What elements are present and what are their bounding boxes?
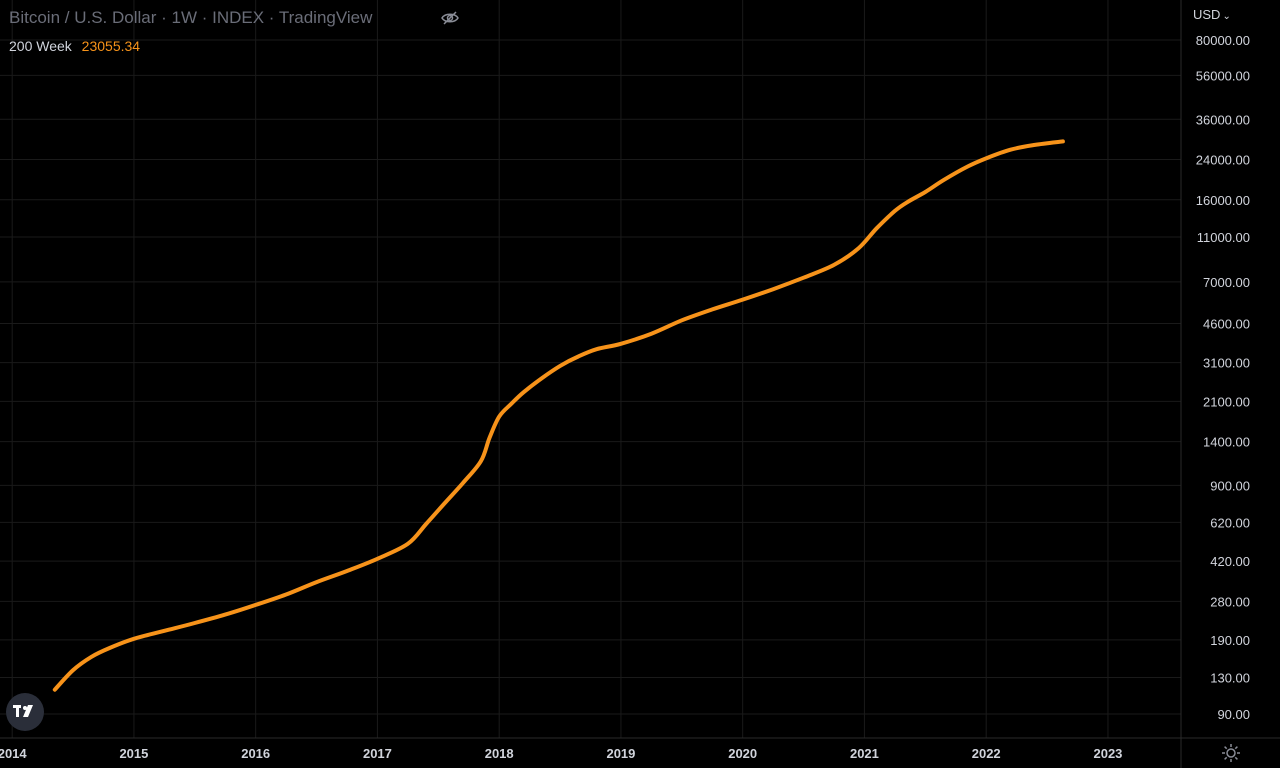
currency-selector[interactable]: USD ⌄ bbox=[1193, 7, 1231, 22]
chevron-down-icon: ⌄ bbox=[1222, 11, 1231, 22]
tradingview-logo-icon[interactable] bbox=[6, 693, 44, 731]
indicator-legend: 200 Week 23055.34 bbox=[9, 38, 140, 54]
y-tick-label: 16000.00 bbox=[1196, 193, 1250, 208]
y-tick-label: 900.00 bbox=[1210, 478, 1250, 493]
y-tick-label: 80000.00 bbox=[1196, 33, 1250, 48]
x-tick-label: 2023 bbox=[1093, 746, 1122, 761]
y-tick-label: 620.00 bbox=[1210, 515, 1250, 530]
eye-off-icon[interactable] bbox=[440, 8, 460, 28]
legend-name: 200 Week bbox=[9, 38, 72, 54]
currency-label: USD bbox=[1193, 7, 1221, 22]
chart-title: Bitcoin / U.S. Dollar · 1W · INDEX · Tra… bbox=[9, 8, 373, 27]
series-line-200-week bbox=[52, 139, 1065, 692]
x-tick-label: 2017 bbox=[363, 746, 392, 761]
legend-value: 23055.34 bbox=[81, 38, 141, 54]
y-tick-label: 24000.00 bbox=[1196, 153, 1250, 168]
x-tick-label: 2018 bbox=[485, 746, 514, 761]
y-tick-label: 190.00 bbox=[1210, 633, 1250, 648]
x-axis-ticks: 2014 2015 2016 2017 2018 2019 2020 2021 2022 2023 bbox=[0, 746, 1122, 761]
x-tick-label: 2016 bbox=[241, 746, 270, 761]
x-tick-label: 2019 bbox=[606, 746, 635, 761]
y-axis-ticks: 80000.00 56000.00 36000.00 24000.00 16000.00… bbox=[1196, 33, 1250, 722]
x-tick-label: 2022 bbox=[972, 746, 1001, 761]
y-tick-label: 56000.00 bbox=[1196, 68, 1250, 83]
y-tick-label: 2100.00 bbox=[1203, 394, 1250, 409]
y-tick-label: 90.00 bbox=[1217, 707, 1250, 722]
gear-icon[interactable] bbox=[1220, 742, 1242, 764]
y-tick-label: 130.00 bbox=[1210, 670, 1250, 685]
y-tick-label: 280.00 bbox=[1210, 594, 1250, 609]
y-tick-label: 1400.00 bbox=[1203, 435, 1250, 450]
x-tick-label: 2015 bbox=[119, 746, 148, 761]
y-tick-label: 420.00 bbox=[1210, 554, 1250, 569]
x-tick-label: 2020 bbox=[728, 746, 757, 761]
y-tick-label: 11000.00 bbox=[1197, 230, 1250, 245]
y-tick-label: 36000.00 bbox=[1196, 112, 1250, 127]
x-tick-label: 2021 bbox=[850, 746, 879, 761]
y-tick-label: 3100.00 bbox=[1203, 356, 1250, 371]
x-tick-label: 2014 bbox=[0, 746, 27, 761]
tradingview-logo-glyph bbox=[13, 705, 33, 717]
y-tick-label: 4600.00 bbox=[1203, 316, 1250, 331]
y-tick-label: 7000.00 bbox=[1203, 275, 1250, 290]
grid-lines bbox=[0, 0, 1181, 738]
